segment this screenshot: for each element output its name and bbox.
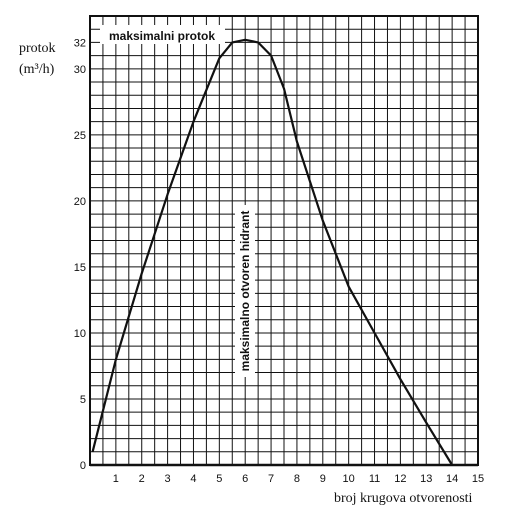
x-tick-label: 9 [320,473,326,485]
x-tick-label: 12 [394,473,406,485]
y-axis-label-line2: (m³/h) [19,62,55,77]
x-tick-label: 14 [446,473,458,485]
x-tick-label: 6 [242,473,248,485]
y-tick-label: 15 [74,262,86,274]
axes [89,15,479,467]
series-layer [91,38,454,466]
grid [89,15,479,466]
x-tick-label: 10 [343,473,355,485]
y-tick-label: 30 [74,64,86,76]
x-tick-label: 5 [216,473,222,485]
annotation-max-flow-text: maksimalni protok [109,29,215,43]
series-line [91,38,454,466]
x-tick-label: 7 [268,473,274,485]
x-tick-label: 1 [113,473,119,485]
x-axis-label: broj krugova otvorenosti [334,491,473,506]
x-tick-label: 13 [420,473,432,485]
y-tick-label: 25 [74,130,86,142]
x-tick-label: 2 [139,473,145,485]
annotation-max-flow: maksimalni protok [100,25,225,44]
x-tick-label: 4 [190,473,196,485]
x-tick-label: 15 [472,473,484,485]
y-tick-label: 32 [74,37,86,49]
y-tick-label: 20 [74,196,86,208]
y-tick-label: 10 [74,328,86,340]
y-tick-label: 0 [80,460,86,472]
y-axis-label-line1: protok [19,41,56,56]
annotation-max-open-text: maksimalno otvoren hidrant [238,211,252,372]
x-tick-label: 8 [294,473,300,485]
x-tick-label: 3 [165,473,171,485]
x-tick-label: 11 [369,473,380,485]
annotation-max-open: maksimalno otvoren hidrant [235,205,255,377]
y-tick-label: 5 [80,394,86,406]
annotation-max-flow-box [100,25,225,44]
annotation-max-open-box [235,205,255,377]
